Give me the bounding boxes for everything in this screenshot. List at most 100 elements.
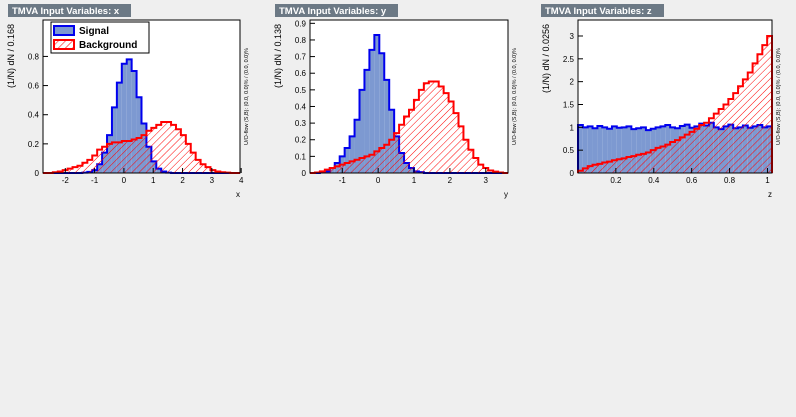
histogram-bar [738, 86, 743, 173]
x-tick-label: 0 [122, 176, 127, 185]
histogram-bar [434, 82, 439, 173]
y-tick-label: 0.6 [28, 82, 40, 91]
overflow-note: U/O-flow (S,B): (0.0, 0.0)% / (0.0, 0.0)… [512, 48, 518, 145]
y-tick-label: 0.7 [295, 53, 307, 62]
y-tick-label: 0 [302, 169, 307, 178]
histogram-bar [112, 142, 117, 173]
histogram-bar [627, 157, 632, 173]
legend-swatch [54, 26, 74, 35]
y-tick-label: 0 [35, 169, 40, 178]
histogram-bar [699, 125, 704, 173]
histogram-bar [622, 158, 627, 173]
histogram-bar [636, 155, 641, 173]
histogram-bar [733, 93, 738, 173]
y-tick-label: 2.5 [563, 55, 575, 64]
y-tick-label: 2 [570, 78, 575, 87]
histogram-bar [419, 90, 424, 173]
y-tick-label: 0.5 [563, 146, 575, 155]
x-tick-label: 0.8 [724, 176, 736, 185]
histogram-bar [424, 83, 429, 173]
y-tick-label: 0.3 [295, 119, 307, 128]
histogram-bar [429, 82, 434, 173]
legend-label: Signal [79, 26, 109, 37]
y-tick-label: 0.4 [295, 102, 307, 111]
x-tick-label: 0.4 [648, 176, 660, 185]
x-tick-label: -2 [62, 176, 70, 185]
histogram-bar [748, 73, 753, 173]
x-tick-label: 3 [484, 176, 489, 185]
histogram-bar [728, 99, 733, 173]
histogram-bar [137, 138, 142, 173]
histogram-bar [151, 128, 156, 173]
y-tick-label: 0.2 [295, 136, 307, 145]
y-tick-label: 0.8 [28, 52, 40, 61]
y-tick-label: 0.6 [295, 69, 307, 78]
y-tick-label: 0.8 [295, 36, 307, 45]
y-axis-title: (1/N) dN / 0.168 [6, 24, 16, 88]
y-tick-label: 0 [570, 169, 575, 178]
x-tick-label: 0 [376, 176, 381, 185]
histogram-bar [690, 132, 695, 173]
histogram-bar [694, 129, 699, 173]
x-tick-label: -1 [339, 176, 347, 185]
y-axis-title: (1/N) dN / 0.138 [273, 24, 283, 88]
y-tick-label: 0.1 [295, 152, 307, 161]
histogram-bar [369, 155, 374, 173]
histogram-bar [709, 118, 714, 173]
y-tick-label: 0.9 [295, 19, 307, 28]
legend-label: Background [79, 40, 137, 51]
histogram-bar [444, 93, 449, 173]
x-axis-title: y [504, 190, 508, 199]
chart-title: TMVA Input Variables: z [545, 6, 652, 17]
histogram-bar [142, 135, 147, 173]
y-tick-label: 0.4 [28, 111, 40, 120]
x-tick-label: 0.6 [686, 176, 698, 185]
overflow-note: U/O-flow (S,B): (0.0, 0.0)% / (0.0, 0.0)… [776, 48, 782, 145]
histogram-bar [719, 109, 724, 173]
histogram-bar [704, 123, 709, 173]
histogram-bar [743, 79, 748, 173]
histogram-bar [665, 145, 670, 173]
histogram-bar [171, 125, 176, 173]
histogram-bar [102, 147, 107, 173]
histogram-bar [166, 122, 171, 173]
histogram-bar [107, 144, 112, 173]
x-tick-label: 0.2 [610, 176, 622, 185]
histogram-bar [670, 142, 675, 173]
x-tick-label: 1 [765, 176, 770, 185]
histogram-bar [660, 147, 665, 173]
y-tick-label: 3 [570, 32, 575, 41]
histogram-bar [762, 45, 767, 173]
histogram-bar [753, 63, 758, 173]
x-tick-label: 2 [448, 176, 453, 185]
histogram-bar [127, 141, 132, 173]
histogram-bar [656, 148, 661, 173]
overflow-note: U/O-flow (S,B): (0.0, 0.0)% / (0.0, 0.0)… [244, 48, 250, 145]
histogram-bar [409, 110, 414, 173]
y-tick-label: 0.5 [295, 86, 307, 95]
y-axis-title: (1/N) dN / 0.0256 [541, 24, 551, 93]
x-tick-label: 1 [151, 176, 156, 185]
x-tick-label: 4 [239, 176, 244, 185]
x-axis-title: z [768, 190, 772, 199]
histogram-bar [680, 137, 685, 173]
histogram-bar [641, 154, 646, 173]
histogram-bar [631, 156, 636, 173]
histogram-bar [646, 152, 651, 173]
legend-swatch [54, 40, 74, 49]
x-axis-title: x [236, 190, 240, 199]
y-tick-label: 1 [570, 123, 575, 132]
chart-title: TMVA Input Variables: x [12, 6, 120, 17]
histogram-bar [132, 139, 137, 173]
histogram-bar [146, 131, 151, 173]
y-tick-label: 0.2 [28, 140, 40, 149]
histogram-bar [156, 125, 161, 173]
histogram-bar [757, 54, 762, 173]
histogram-bar [675, 140, 680, 173]
histogram-bar [724, 104, 729, 173]
histogram-bar [161, 122, 166, 173]
histogram-bar [651, 150, 656, 173]
x-tick-label: -1 [91, 176, 99, 185]
histogram-bar [439, 87, 444, 173]
